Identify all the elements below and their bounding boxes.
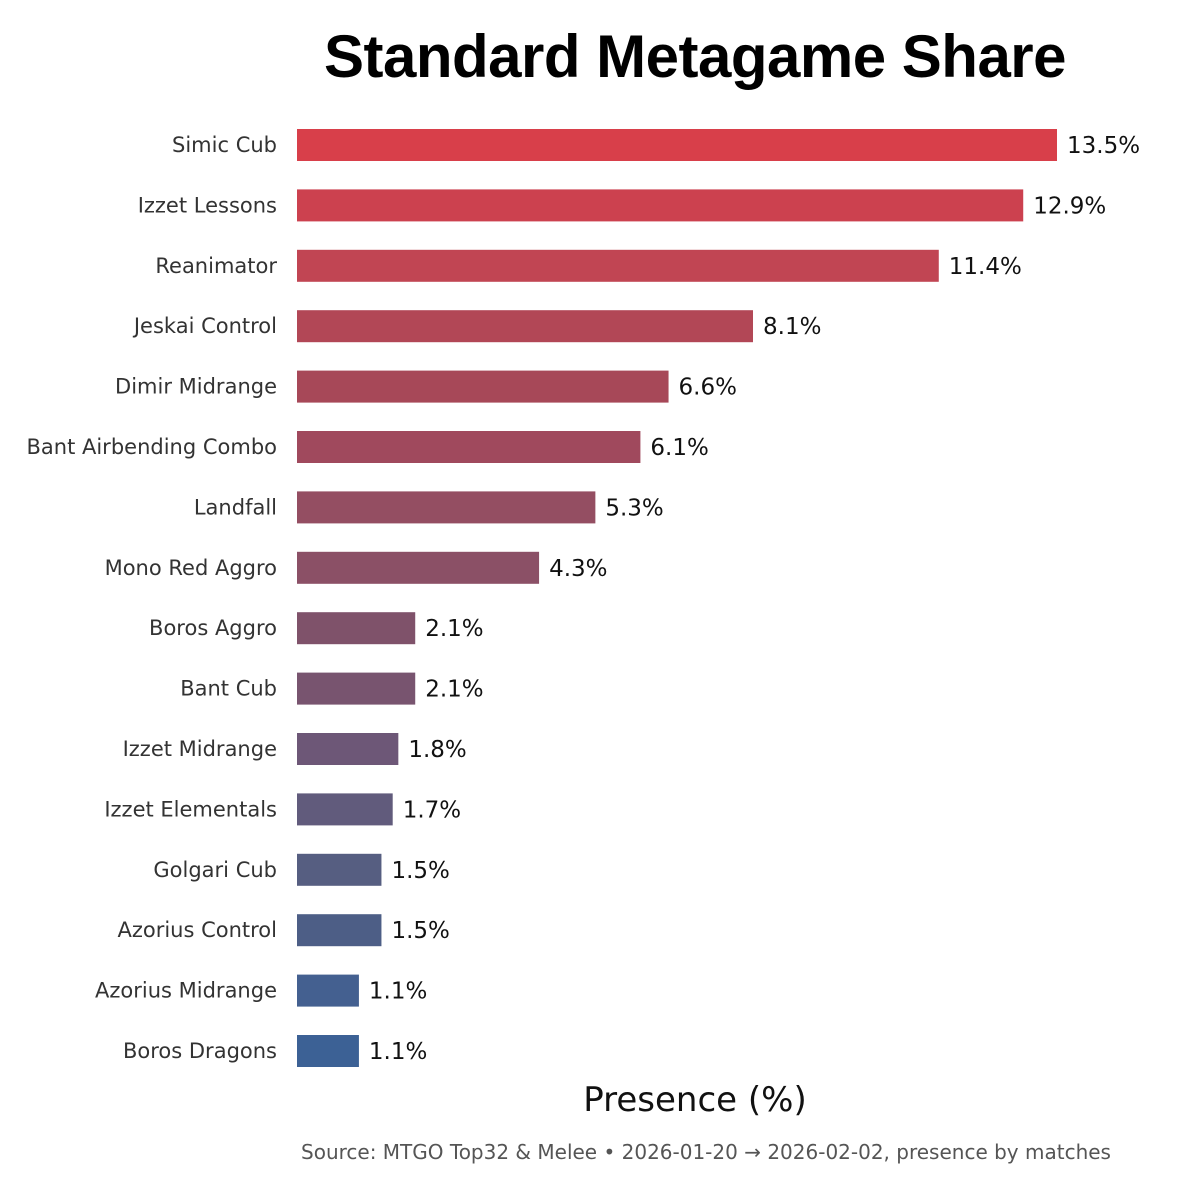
bar-row: Bant Airbending Combo 6.1% (26, 431, 709, 463)
bar-value-label: 11.4% (949, 254, 1022, 280)
bar-value-label: 2.1% (425, 616, 483, 642)
bar-value-label: 1.7% (403, 797, 461, 823)
category-tick-label: Azorius Midrange (95, 979, 277, 1003)
category-tick-label: Jeskai Control (132, 314, 277, 338)
bar-value-label: 6.1% (650, 435, 708, 461)
bar-value-label: 13.5% (1067, 133, 1140, 159)
category-tick-label: Reanimator (155, 254, 277, 278)
bar (297, 974, 359, 1007)
bar (297, 672, 416, 705)
bar (297, 914, 382, 947)
bar-row: Dimir Midrange 6.6% (115, 370, 737, 403)
x-axis-label: Presence (%) (583, 1080, 807, 1120)
bar-row: Izzet Midrange 1.8% (123, 733, 467, 765)
bar (297, 310, 753, 343)
bar-row: Bant Cub 2.1% (180, 672, 484, 705)
bar-value-label: 1.5% (391, 858, 449, 884)
bar-value-label: 1.8% (408, 737, 466, 763)
category-tick-label: Simic Cub (172, 133, 277, 157)
bar (297, 129, 1057, 161)
bar-row: Azorius Midrange 1.1% (95, 974, 427, 1007)
bar-row: Landfall 5.3% (194, 491, 664, 524)
bar-row: Boros Aggro 2.1% (149, 612, 484, 645)
bar (297, 793, 393, 826)
source-caption: Source: MTGO Top32 & Melee • 2026-01-20 … (301, 1140, 1111, 1164)
bar (297, 370, 669, 403)
category-tick-label: Dimir Midrange (115, 375, 277, 399)
bar (297, 189, 1024, 222)
category-tick-label: Boros Aggro (149, 616, 277, 640)
category-tick-label: Landfall (194, 495, 277, 519)
bar-row: Golgari Cub 1.5% (153, 853, 450, 886)
bar (297, 612, 416, 645)
bar-value-label: 1.5% (391, 918, 449, 944)
bar-row: Reanimator 11.4% (155, 249, 1022, 282)
bar-value-label: 1.1% (369, 979, 427, 1005)
category-tick-label: Izzet Midrange (123, 737, 277, 761)
category-tick-label: Bant Airbending Combo (26, 435, 277, 459)
category-tick-label: Izzet Lessons (138, 193, 277, 217)
category-tick-label: Azorius Control (117, 918, 277, 942)
bar-value-label: 5.3% (605, 495, 663, 521)
bar (297, 1035, 359, 1067)
bar-row: Simic Cub 13.5% (172, 129, 1140, 161)
category-tick-label: Golgari Cub (153, 858, 277, 882)
category-tick-label: Boros Dragons (123, 1039, 277, 1063)
bar-row: Azorius Control 1.5% (117, 914, 450, 947)
bar (297, 733, 399, 765)
bar (297, 551, 540, 584)
category-tick-label: Bant Cub (180, 677, 277, 701)
bar-row: Izzet Elementals 1.7% (104, 793, 461, 826)
bar-value-label: 2.1% (425, 677, 483, 703)
bar-value-label: 12.9% (1033, 193, 1106, 219)
bar-value-label: 1.1% (369, 1039, 427, 1065)
bar (297, 491, 596, 524)
bar (297, 249, 939, 282)
bar-row: Mono Red Aggro 4.3% (105, 551, 608, 584)
bar-value-label: 4.3% (549, 556, 607, 582)
bar-row: Boros Dragons 1.1% (123, 1035, 427, 1067)
chart-title: Standard Metagame Share (323, 23, 1067, 90)
bar-row: Izzet Lessons 12.9% (138, 189, 1106, 222)
category-tick-label: Izzet Elementals (104, 797, 277, 821)
bar (297, 431, 641, 463)
bar-value-label: 6.6% (679, 375, 737, 401)
category-tick-label: Mono Red Aggro (105, 556, 277, 580)
bar (297, 853, 382, 886)
bar-value-label: 8.1% (763, 314, 821, 340)
bar-row: Jeskai Control 8.1% (132, 310, 821, 343)
